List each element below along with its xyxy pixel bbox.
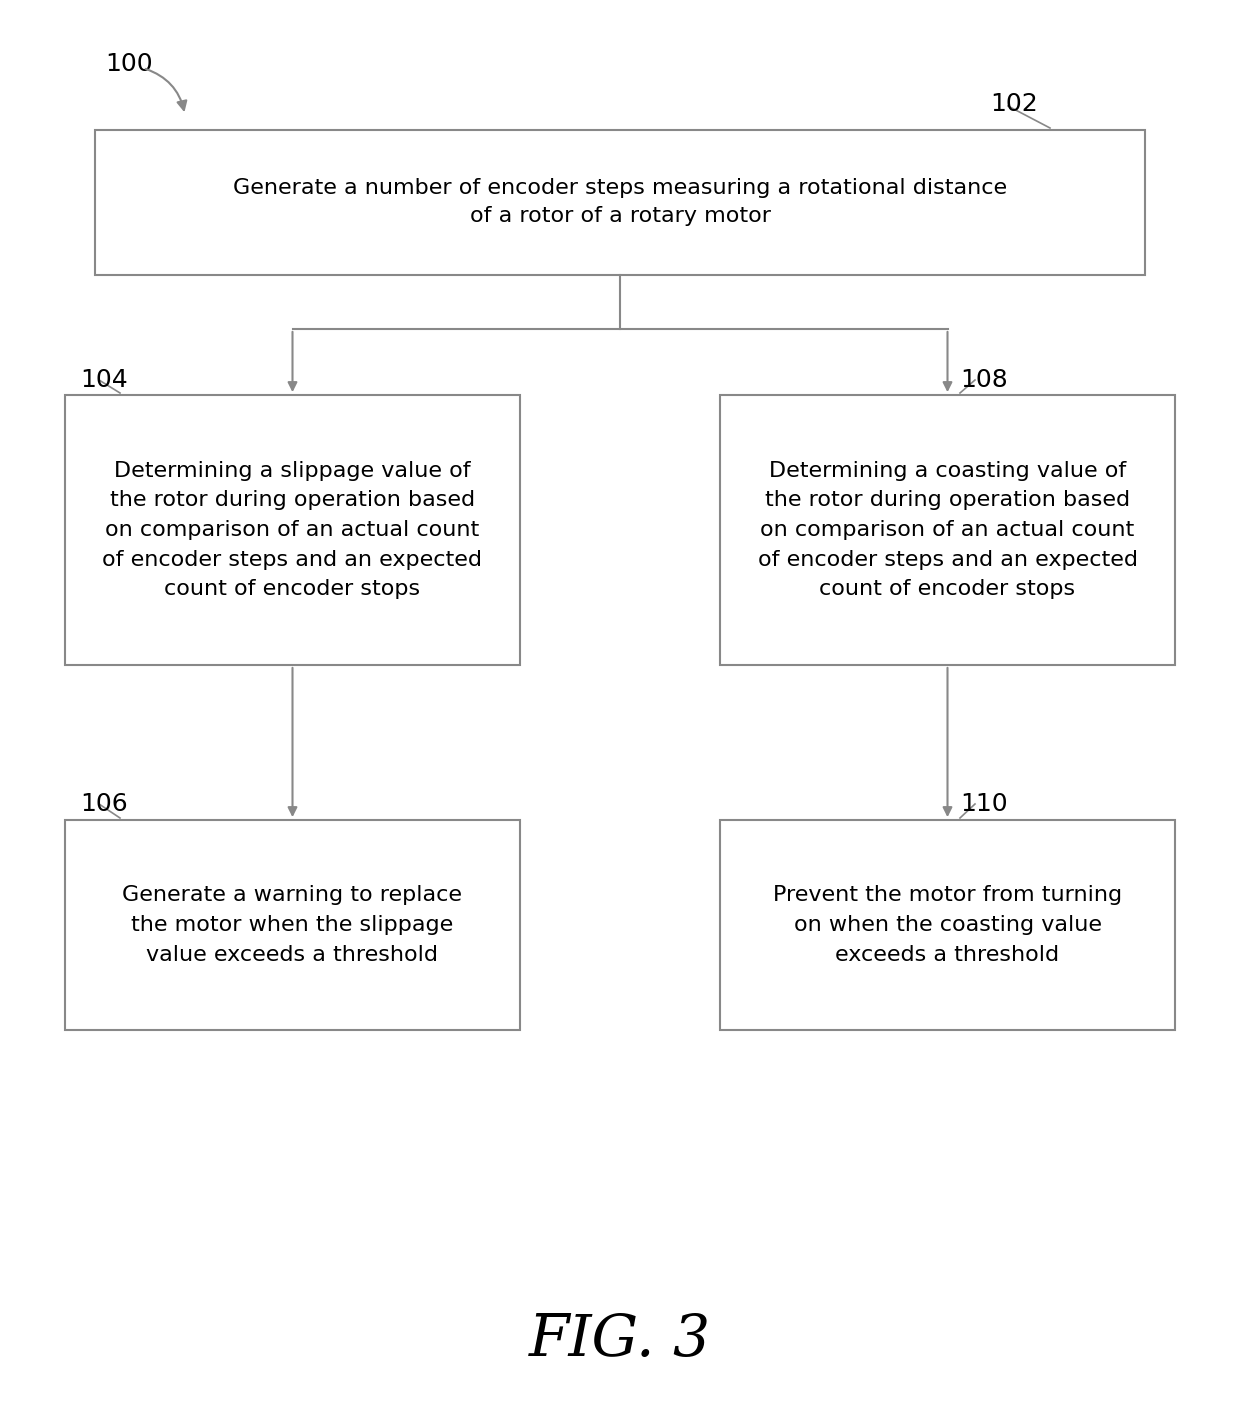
FancyBboxPatch shape [64,820,520,1030]
Text: 104: 104 [81,368,128,392]
Text: 102: 102 [990,92,1038,117]
FancyBboxPatch shape [720,820,1176,1030]
Text: 106: 106 [81,792,128,816]
Text: Prevent the motor from turning
on when the coasting value
exceeds a threshold: Prevent the motor from turning on when t… [773,886,1122,964]
FancyBboxPatch shape [64,395,520,665]
Text: 110: 110 [960,792,1008,816]
Text: Generate a warning to replace
the motor when the slippage
value exceeds a thresh: Generate a warning to replace the motor … [123,886,463,964]
Text: Determining a slippage value of
the rotor during operation based
on comparison o: Determining a slippage value of the roto… [103,461,482,599]
Text: Generate a number of encoder steps measuring a rotational distance
of a rotor of: Generate a number of encoder steps measu… [233,179,1007,226]
Text: Determining a coasting value of
the rotor during operation based
on comparison o: Determining a coasting value of the roto… [758,461,1137,599]
Text: 100: 100 [105,53,153,75]
FancyBboxPatch shape [95,129,1145,274]
FancyBboxPatch shape [720,395,1176,665]
Text: 108: 108 [960,368,1008,392]
Text: FIG. 3: FIG. 3 [529,1311,711,1368]
